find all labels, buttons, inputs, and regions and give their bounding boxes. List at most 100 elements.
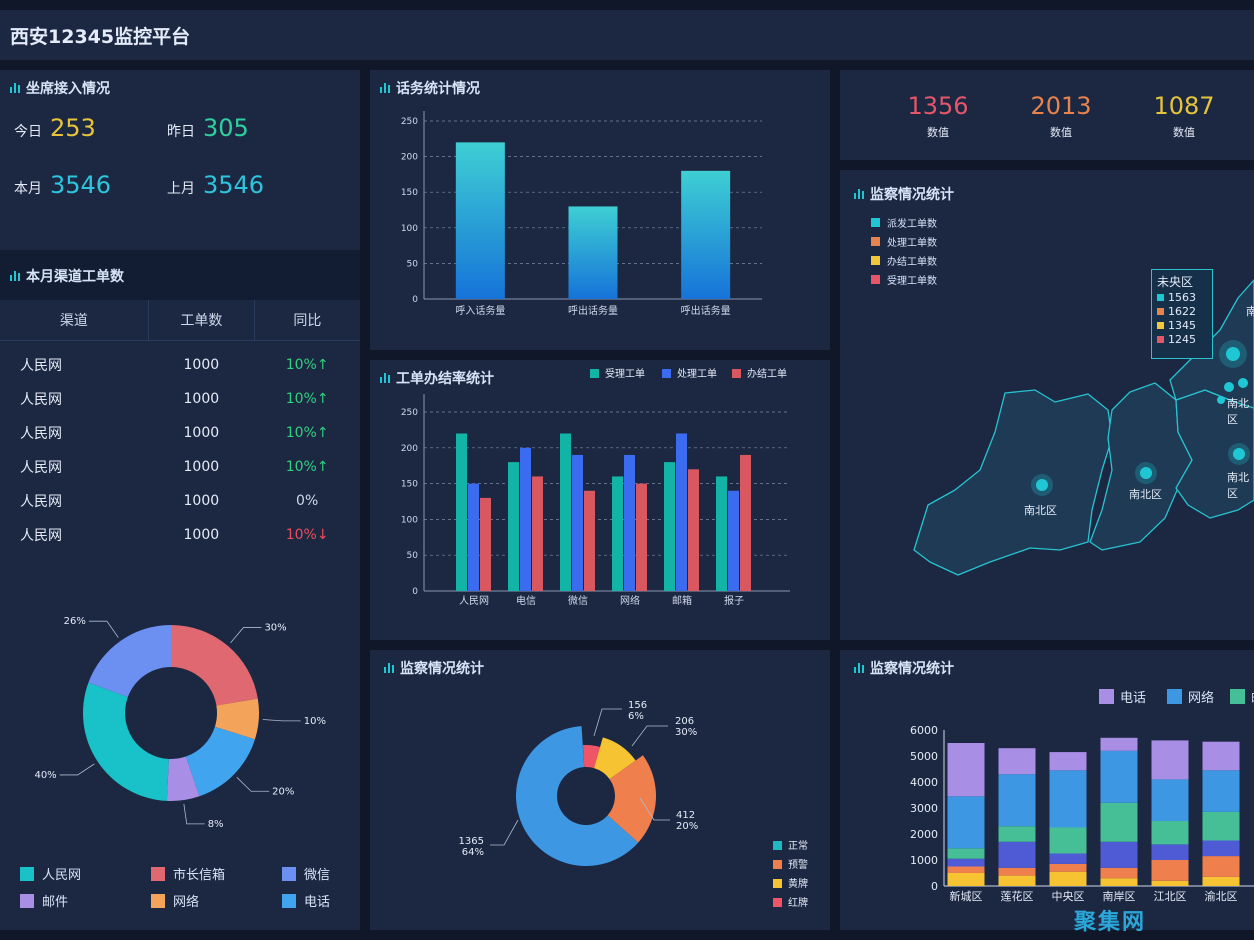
tooltip-title: 未央区 [1157,275,1194,289]
stack-legend-item[interactable]: 网络 [1167,687,1214,706]
y-tick-label: 250 [401,408,418,418]
row-yoy: 10%↑ [285,357,329,373]
slice-label: 8% [208,819,224,830]
tooltip-swatch [1157,308,1164,315]
bar [584,490,595,591]
bar-segment [998,826,1036,842]
bar [740,454,751,591]
legend-label: 处理工单数 [887,238,937,249]
bar-segment [1100,750,1138,803]
legend-item[interactable]: 网络 [151,891,199,910]
row-channel: 人民网 [20,358,62,374]
leader-line [631,725,668,747]
header-bar: 西安12345监控平台 [0,10,1254,60]
stat-2: 2013 数值 [1030,92,1092,139]
leader-line [490,819,519,846]
row-count: 1000 [183,425,220,441]
bar-segment [1202,856,1240,877]
y-tick-label: 4000 [910,776,938,789]
stat-3: 1087 数值 [1153,92,1215,139]
bar-segment [947,743,985,797]
legend-item[interactable]: 微信 [282,864,330,883]
slice [82,682,169,801]
seats-panel: 坐席接入情况 今日 253 昨日 305 本月 3546 上月 3546 [0,70,360,250]
legend-swatch [732,369,741,378]
legend-swatch [773,898,782,907]
bar [624,454,635,591]
slice-pct: 20% [676,821,698,832]
slice-pct: 30% [675,727,697,738]
legend-swatch [871,256,880,265]
call-stats-chart: 0 50 100 150 200 250 呼入话务量 呼出话务量 呼出话务量 [401,111,762,317]
bar-segment [1151,779,1189,821]
bar-segment [1202,770,1240,812]
tooltip-row: 1345 [1157,319,1196,332]
stack-legend-item[interactable]: 电话 [1099,687,1146,706]
slice-label: 30% [264,623,286,634]
map-legend-item[interactable]: 处理工单数 [871,234,937,249]
legend-swatch [1167,689,1182,704]
legend-label: 人民网 [42,868,82,883]
bar [532,476,543,591]
map-legend-item[interactable]: 办结工单数 [871,253,937,268]
leader-line [236,777,270,792]
tooltip-row: 1245 [1157,333,1196,346]
x-tick-label: 渝北区 [1205,889,1238,903]
row-yoy: 10%↓ [285,527,329,543]
x-tick-label: 呼出话务量 [568,304,618,317]
legend-item[interactable]: 市长信箱 [151,864,225,883]
today-stat: 今日 253 [14,114,96,142]
map-legend-item[interactable]: 受理工单数 [871,272,937,287]
bar-segment [1049,752,1087,771]
x-tick-label: 江北区 [1154,890,1187,903]
district-stack-title: 监察情况统计 [854,658,954,678]
table-row: 人民网 1000 10%↑ [0,382,360,416]
slice-value: 1365 [459,836,484,847]
bar-segment [1049,853,1087,864]
y-tick-label: 200 [401,153,418,163]
tooltip-value: 1622 [1168,305,1196,318]
legend-label: 受理工单数 [887,276,937,287]
legend-label: 市长信箱 [173,868,226,883]
y-tick-label: 1000 [910,854,938,867]
x-tick-label: 呼入话务量 [455,304,505,317]
tooltip-value: 1245 [1168,333,1196,346]
district-label-4: 南北区 [1227,397,1249,426]
y-tick-label: 2000 [910,828,938,841]
legend-item[interactable]: 电话 [282,891,330,910]
legend-label: 办结工单 [747,367,787,380]
y-tick-label: 3000 [910,802,938,815]
y-tick-label: 200 [401,444,418,454]
y-tick-label: 100 [401,515,418,525]
y-tick-label: 50 [407,259,419,269]
x-tick-label: 呼出话务量 [681,304,731,317]
bar [560,433,571,591]
y-tick-label: 150 [401,480,418,490]
x-tick-label: 网络 [620,594,640,607]
slice-label: 26% [64,616,86,627]
bar [664,462,675,591]
col-count: 工单数 [148,300,255,341]
map-legend-item[interactable]: 派发工单数 [871,215,937,230]
legend-item[interactable]: 邮件 [20,891,68,910]
inspection-pie-panel: 监察情况统计 156 6% 206 30% 412 20% 1365 64% 正常 预警 黄牌 红牌 [370,650,830,930]
row-count: 1000 [183,527,220,543]
legend-item[interactable]: 人民网 [20,864,81,883]
stack-legend-item[interactable]: 邮 [1230,687,1254,706]
legend-label: 电话 [304,895,331,910]
x-tick-label: 莲花区 [1001,890,1034,903]
bar-segment [998,748,1036,775]
legend-swatch [151,893,165,908]
col-channel: 渠道 [0,300,149,341]
legend-swatch [871,275,880,284]
legend-label: 处理工单 [677,368,717,380]
bar-segment [1202,741,1240,771]
slice-pct: 6% [628,711,644,722]
legend-label: 邮 [1251,687,1254,706]
month-stat: 本月 3546 [14,171,112,199]
bar-segment [1151,821,1189,845]
row-yoy: 0% [296,493,319,509]
district-stack-panel: 监察情况统计 电话 网络 邮 0 1000 2000 3000 4000 5000 6000 新城… [840,650,1254,930]
legend-label: 电话 [1120,691,1147,706]
